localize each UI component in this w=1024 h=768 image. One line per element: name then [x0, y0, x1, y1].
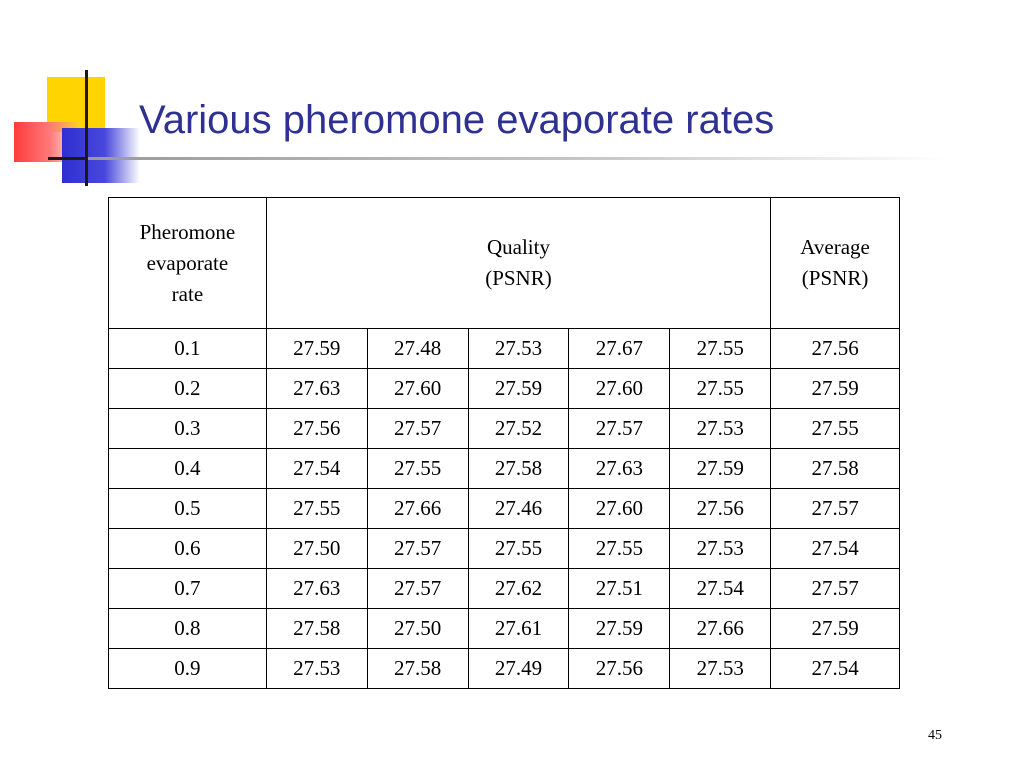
quality-value-cell: 27.63: [265, 568, 368, 609]
quality-value-cell: 27.58: [467, 448, 570, 489]
quality-value-cell: 27.53: [467, 328, 570, 369]
quality-value-cell: 27.54: [669, 568, 772, 609]
quality-value-cell: 27.57: [366, 408, 469, 449]
quality-value-cell: 27.51: [568, 568, 671, 609]
rate-cell: 0.4: [108, 448, 267, 489]
header-rate-line: Pheromone: [139, 219, 236, 244]
quality-value-cell: 27.61: [467, 608, 570, 649]
quality-value-cell: 27.57: [366, 528, 469, 569]
rate-cell: 0.2: [108, 368, 267, 409]
rate-cell: 0.8: [108, 608, 267, 649]
quality-value-cell: 27.53: [669, 408, 772, 449]
quality-value-cell: 27.60: [568, 488, 671, 529]
horizontal-line: [48, 157, 108, 160]
quality-value-cell: 27.46: [467, 488, 570, 529]
quality-value-cell: 27.58: [265, 608, 368, 649]
quality-value-cell: 27.56: [669, 488, 772, 529]
header-quality-line: Quality: [486, 235, 550, 259]
header-rate-line: rate: [171, 281, 204, 306]
average-cell: 27.59: [770, 368, 900, 409]
quality-value-cell: 27.59: [568, 608, 671, 649]
average-cell: 27.55: [770, 408, 900, 449]
average-cell: 27.54: [770, 528, 900, 569]
header-average-line: Average: [800, 235, 870, 259]
quality-value-cell: 27.66: [366, 488, 469, 529]
quality-value-cell: 27.50: [265, 528, 368, 569]
rate-cell: 0.9: [108, 648, 267, 689]
table-row: 0.4 27.54 27.55 27.58 27.63 27.59 27.58: [108, 448, 900, 489]
evaporate-rate-table: Pheromone evaporate rate Quality (PSNR) …: [108, 197, 900, 689]
average-cell: 27.57: [770, 568, 900, 609]
table-row: 0.5 27.55 27.66 27.46 27.60 27.56 27.57: [108, 488, 900, 529]
slide-title: Various pheromone evaporate rates: [139, 98, 775, 142]
decorative-squares-graphic: [0, 0, 150, 200]
quality-value-cell: 27.50: [366, 608, 469, 649]
header-average-line: (PSNR): [801, 266, 869, 290]
quality-value-cell: 27.60: [366, 368, 469, 409]
average-cell: 27.57: [770, 488, 900, 529]
header-average-cell: Average (PSNR): [770, 197, 900, 329]
quality-value-cell: 27.58: [366, 648, 469, 689]
quality-value-cell: 27.63: [265, 368, 368, 409]
table-row: 0.3 27.56 27.57 27.52 27.57 27.53 27.55: [108, 408, 900, 449]
quality-value-cell: 27.55: [265, 488, 368, 529]
quality-value-cell: 27.56: [568, 648, 671, 689]
average-cell: 27.58: [770, 448, 900, 489]
quality-value-cell: 27.57: [568, 408, 671, 449]
table-row: 0.8 27.58 27.50 27.61 27.59 27.66 27.59: [108, 608, 900, 649]
quality-value-cell: 27.55: [669, 368, 772, 409]
blue-square: [62, 128, 140, 183]
average-cell: 27.54: [770, 648, 900, 689]
header-quality-line: (PSNR): [485, 266, 552, 290]
average-cell: 27.59: [770, 608, 900, 649]
quality-value-cell: 27.53: [265, 648, 368, 689]
vertical-line: [85, 70, 88, 186]
quality-value-cell: 27.67: [568, 328, 671, 369]
average-cell: 27.56: [770, 328, 900, 369]
page-number: 45: [928, 728, 942, 743]
rate-cell: 0.3: [108, 408, 267, 449]
quality-value-cell: 27.48: [366, 328, 469, 369]
title-underline: [88, 157, 948, 160]
quality-value-cell: 27.63: [568, 448, 671, 489]
rate-cell: 0.5: [108, 488, 267, 529]
quality-value-cell: 27.60: [568, 368, 671, 409]
table-row: 0.9 27.53 27.58 27.49 27.56 27.53 27.54: [108, 648, 900, 689]
quality-value-cell: 27.55: [568, 528, 671, 569]
quality-value-cell: 27.54: [265, 448, 368, 489]
table-row: 0.7 27.63 27.57 27.62 27.51 27.54 27.57: [108, 568, 900, 609]
rate-cell: 0.6: [108, 528, 267, 569]
table-row: 0.2 27.63 27.60 27.59 27.60 27.55 27.59: [108, 368, 900, 409]
header-quality-cell: Quality (PSNR): [265, 197, 772, 329]
rate-cell: 0.7: [108, 568, 267, 609]
quality-value-cell: 27.56: [265, 408, 368, 449]
table-row: 0.6 27.50 27.57 27.55 27.55 27.53 27.54: [108, 528, 900, 569]
quality-value-cell: 27.59: [669, 448, 772, 489]
header-rate-cell: Pheromone evaporate rate: [108, 197, 267, 329]
quality-value-cell: 27.59: [467, 368, 570, 409]
quality-value-cell: 27.53: [669, 528, 772, 569]
quality-value-cell: 27.55: [669, 328, 772, 369]
quality-value-cell: 27.52: [467, 408, 570, 449]
quality-value-cell: 27.62: [467, 568, 570, 609]
quality-value-cell: 27.57: [366, 568, 469, 609]
quality-value-cell: 27.55: [467, 528, 570, 569]
quality-value-cell: 27.53: [669, 648, 772, 689]
quality-value-cell: 27.66: [669, 608, 772, 649]
quality-value-cell: 27.59: [265, 328, 368, 369]
quality-value-cell: 27.49: [467, 648, 570, 689]
table-header-row: Pheromone evaporate rate Quality (PSNR) …: [108, 197, 900, 329]
header-rate-line: evaporate: [146, 250, 229, 275]
quality-value-cell: 27.55: [366, 448, 469, 489]
table-row: 0.1 27.59 27.48 27.53 27.67 27.55 27.56: [108, 328, 900, 369]
rate-cell: 0.1: [108, 328, 267, 369]
